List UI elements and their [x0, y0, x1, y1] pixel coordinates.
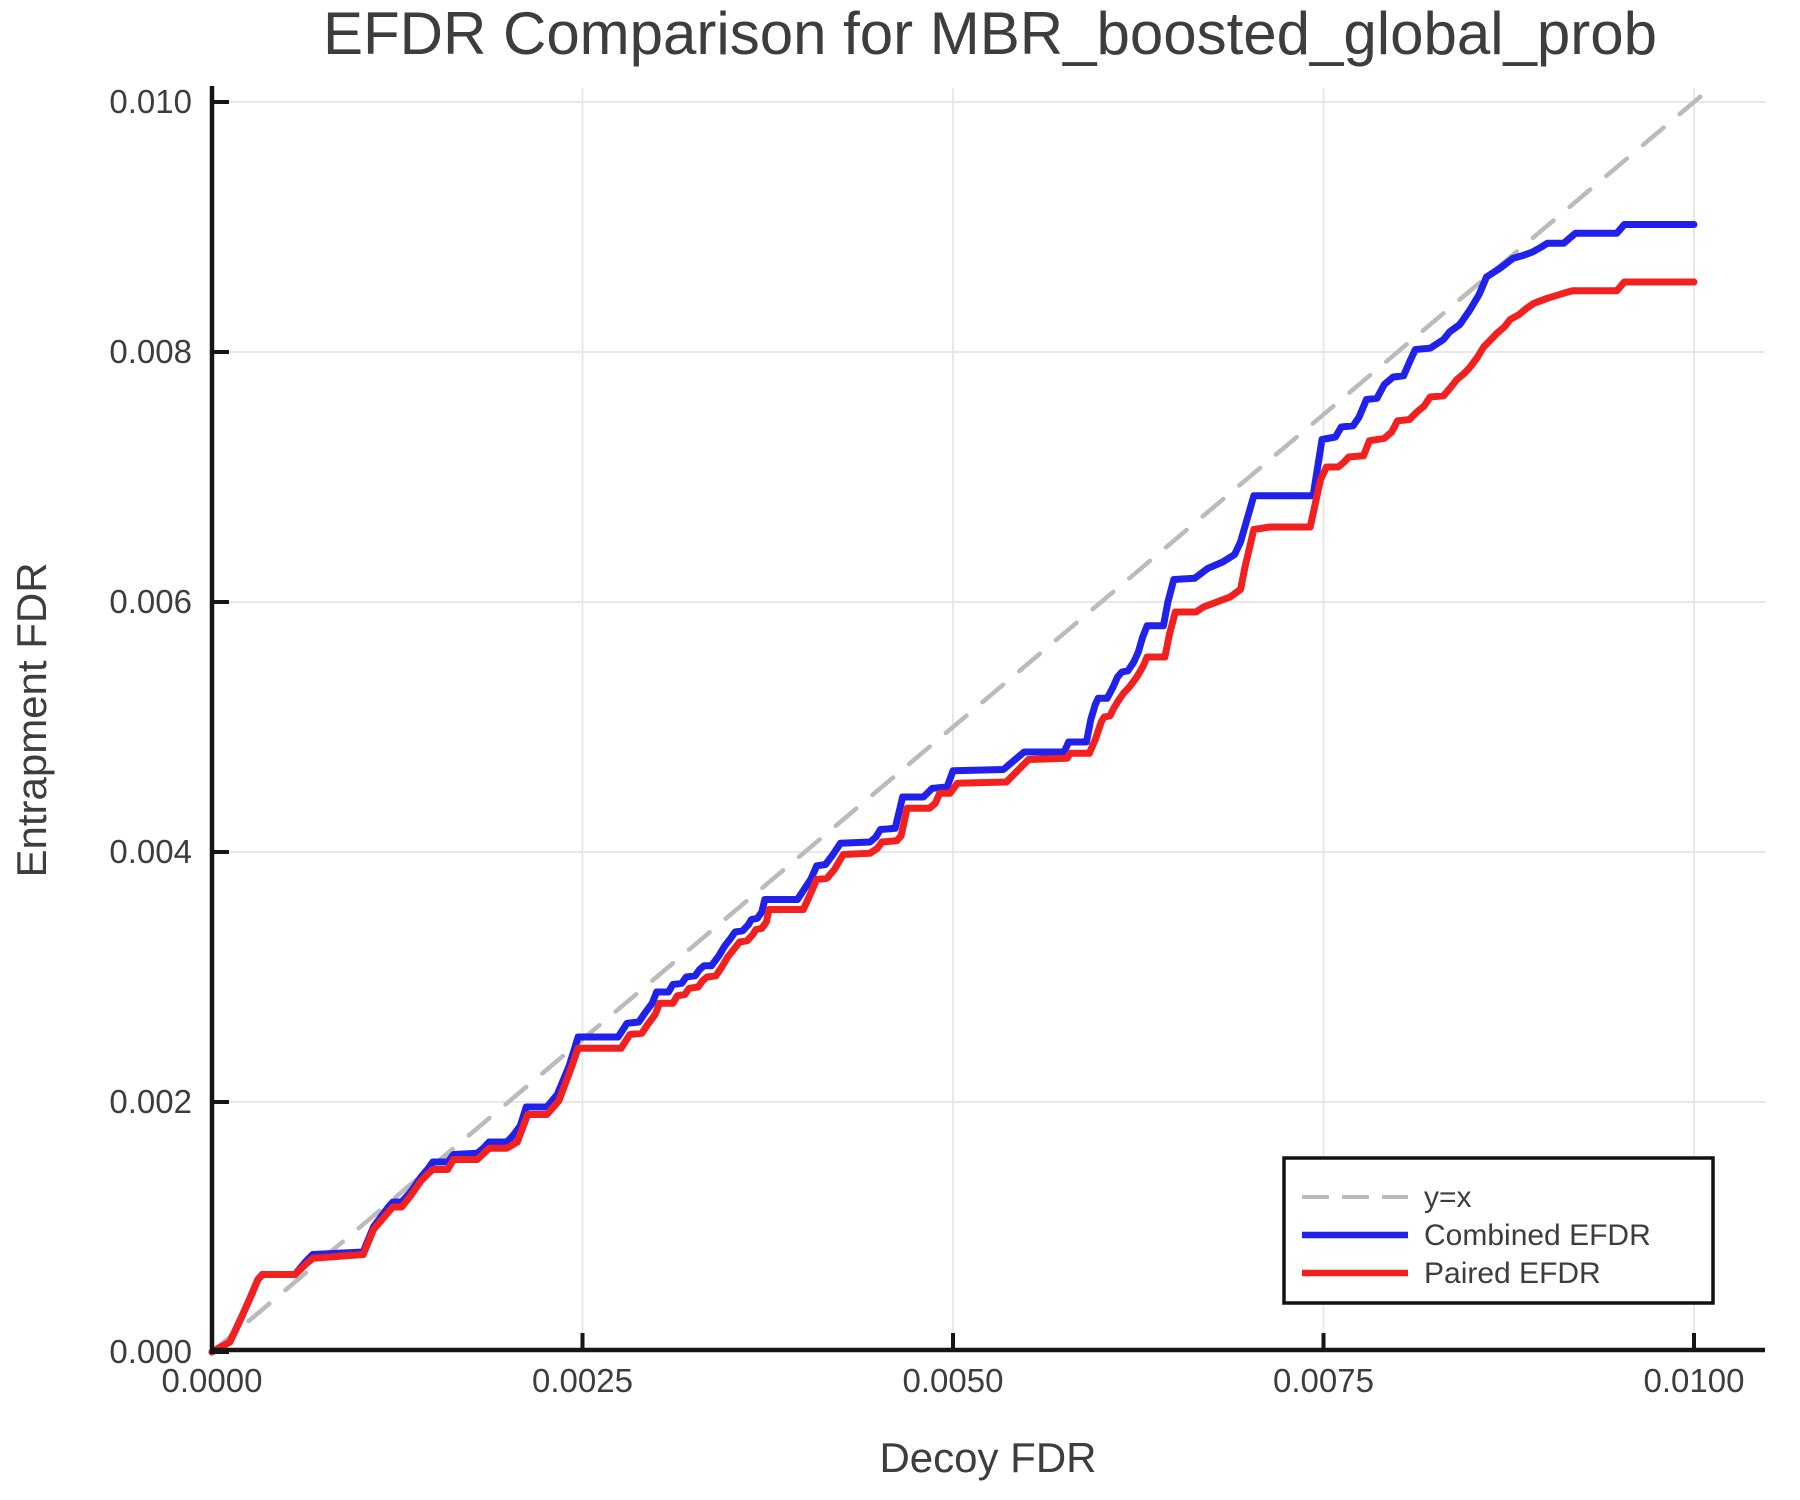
y-tick-label: 0.008: [109, 333, 192, 370]
series-paired-efdr: [208, 278, 1698, 1356]
legend-item-paired-efdr: Paired EFDR: [1302, 1257, 1601, 1290]
x-tick-label: 0.0075: [1273, 1362, 1374, 1399]
gridlines: [212, 88, 1765, 1352]
y-tick-label: 0.006: [109, 583, 192, 620]
x-tick-label: 0.0000: [162, 1362, 263, 1399]
series-y-x: [209, 87, 1712, 1355]
x-tick-label: 0.0100: [1644, 1362, 1745, 1399]
y-tick-label: 0.000: [109, 1333, 192, 1370]
y-tick-label: 0.002: [109, 1083, 192, 1120]
legend-item-identity: y=x: [1302, 1181, 1472, 1214]
legend-label-combined-efdr: Combined EFDR: [1424, 1219, 1651, 1252]
legend-label-paired-efdr: Paired EFDR: [1424, 1257, 1601, 1290]
y-axis-label: Entrapment FDR: [8, 562, 55, 877]
tick-labels: 0.0000 0.0025 0.0050 0.0075 0.0100 0.000 0.002…: [109, 83, 1744, 1399]
x-tick-label: 0.0050: [903, 1362, 1004, 1399]
chart-title: EFDR Comparison for MBR_boosted_global_p…: [323, 0, 1657, 67]
x-tick-label: 0.0025: [532, 1362, 633, 1399]
legend-label-identity: y=x: [1424, 1181, 1472, 1214]
legend-box: [1282, 1156, 1715, 1305]
y-tick-label: 0.010: [109, 83, 192, 120]
legend: y=x Combined EFDR Paired EFDR: [1282, 1156, 1715, 1305]
axes: [209, 86, 1765, 1354]
y-tick-label: 0.004: [109, 833, 192, 870]
legend-item-combined-efdr: Combined EFDR: [1302, 1219, 1651, 1252]
series-lines: [208, 87, 1712, 1356]
series-combined-efdr: [208, 221, 1698, 1356]
x-axis-label: Decoy FDR: [879, 1434, 1096, 1481]
